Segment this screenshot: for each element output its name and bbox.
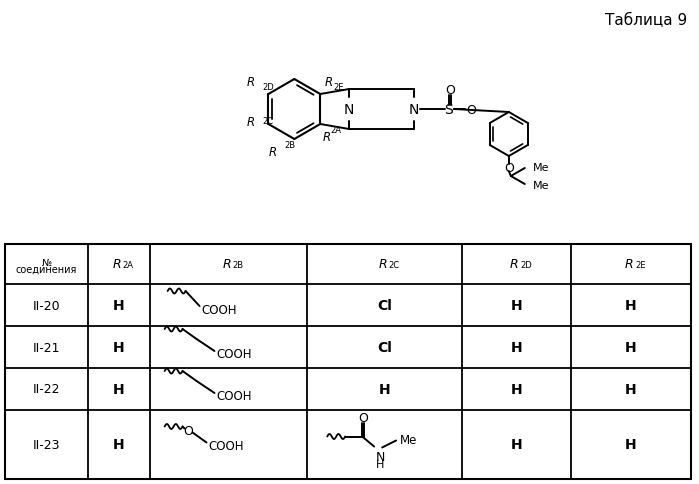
Text: H: H (625, 298, 637, 312)
Text: R: R (324, 76, 332, 89)
Text: H: H (625, 340, 637, 354)
Text: S: S (445, 103, 454, 117)
Text: Me: Me (533, 163, 549, 173)
Text: N: N (344, 103, 354, 117)
Text: R: R (378, 258, 387, 271)
Text: O: O (445, 84, 455, 97)
Text: II-21: II-21 (33, 341, 60, 354)
Text: COOH: COOH (217, 390, 252, 403)
Text: Cl: Cl (377, 340, 392, 354)
Text: R: R (113, 258, 121, 271)
Text: O: O (358, 411, 368, 424)
Text: 2A: 2A (330, 126, 341, 135)
Text: H: H (113, 438, 124, 452)
Text: 2C: 2C (389, 260, 400, 270)
Text: H: H (379, 382, 391, 396)
Text: №: № (41, 257, 52, 268)
Text: 2E: 2E (333, 83, 344, 92)
Text: N: N (409, 103, 419, 117)
Text: H: H (510, 438, 522, 452)
Bar (5, 244, 691, 479)
Text: R: R (246, 76, 254, 89)
Text: 2A: 2A (123, 260, 134, 270)
Text: R: R (246, 116, 254, 129)
Text: H: H (510, 382, 522, 396)
Text: H: H (625, 382, 637, 396)
Text: соединения: соединения (15, 264, 77, 274)
Text: 2C: 2C (262, 117, 273, 126)
Text: H: H (113, 340, 124, 354)
Text: O: O (466, 103, 476, 116)
Text: 2D: 2D (262, 83, 274, 92)
Text: Cl: Cl (377, 298, 392, 312)
Text: R: R (322, 131, 331, 144)
Text: COOH: COOH (208, 439, 244, 452)
Text: II-20: II-20 (33, 299, 60, 312)
Text: R: R (625, 258, 633, 271)
Text: R: R (510, 258, 519, 271)
Text: H: H (113, 382, 124, 396)
Text: Таблица 9: Таблица 9 (605, 13, 688, 28)
Text: H: H (510, 298, 522, 312)
Text: 2B: 2B (284, 141, 296, 150)
Text: R: R (222, 258, 231, 271)
Text: N: N (376, 451, 386, 464)
Text: O: O (504, 162, 514, 175)
Text: 2E: 2E (635, 260, 646, 270)
Text: H: H (625, 438, 637, 452)
Text: Me: Me (533, 181, 549, 191)
Text: 2D: 2D (520, 260, 532, 270)
Text: H: H (510, 340, 522, 354)
Text: II-22: II-22 (33, 383, 60, 396)
Text: II-23: II-23 (33, 438, 60, 451)
Text: H: H (376, 459, 384, 469)
Text: H: H (113, 298, 124, 312)
Text: 2B: 2B (233, 260, 243, 270)
Text: Me: Me (400, 433, 417, 446)
Text: COOH: COOH (217, 348, 252, 361)
Text: O: O (184, 424, 194, 437)
Text: COOH: COOH (201, 304, 237, 317)
Text: R: R (268, 146, 276, 159)
